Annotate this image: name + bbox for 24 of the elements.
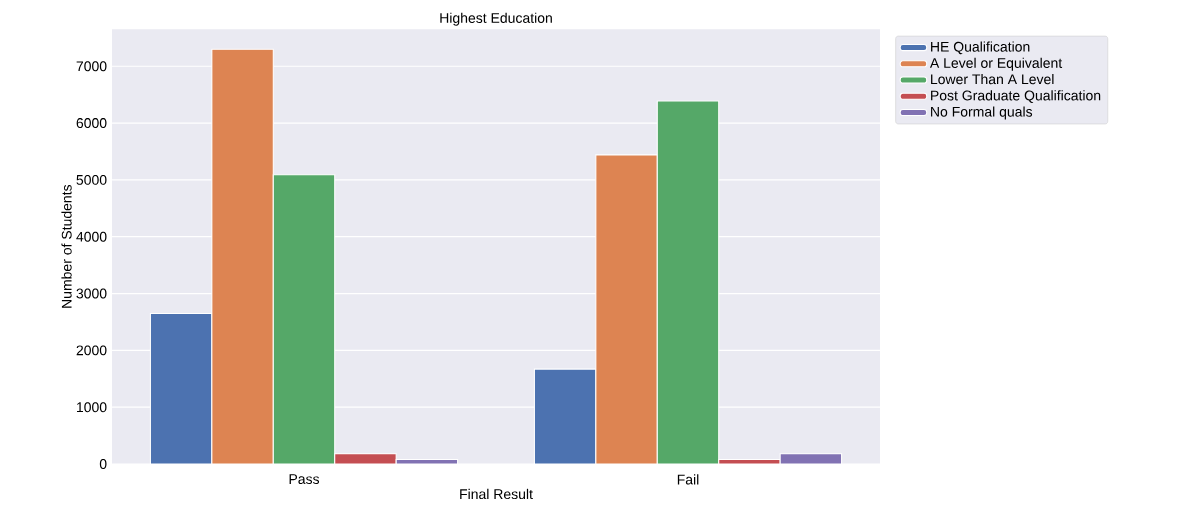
x-tick-label: Pass	[289, 474, 320, 485]
bar	[533, 368, 597, 464]
y-tick-label: 2000	[76, 345, 107, 356]
bar	[595, 154, 658, 464]
legend-label: No Formal quals	[931, 106, 1033, 120]
y-tick-label: 7000	[76, 61, 107, 72]
bar	[211, 48, 274, 464]
bar	[272, 174, 336, 464]
y-axis-title: Number of Students	[61, 184, 72, 308]
bar	[656, 100, 720, 464]
y-tick-label: 0	[99, 459, 107, 469]
x-axis-title: Final Result	[460, 488, 533, 500]
y-tick-label: 5000	[76, 174, 107, 185]
y-tick-label: 4000	[76, 231, 107, 242]
legend-label: Post Graduate Qualification	[931, 90, 1101, 103]
legend-label: HE Qualification	[931, 41, 1030, 55]
chart-title: Highest Education	[440, 12, 552, 26]
legend-label: A Level or Equivalent	[929, 57, 1063, 71]
y-tick-label: 3000	[76, 288, 107, 299]
x-tick-label: Fail	[677, 474, 699, 485]
y-tick-label: 6000	[76, 118, 107, 129]
bar	[149, 312, 213, 464]
y-tick-label: 1000	[77, 402, 107, 413]
legend-label: Lower Than A Level	[931, 73, 1054, 85]
